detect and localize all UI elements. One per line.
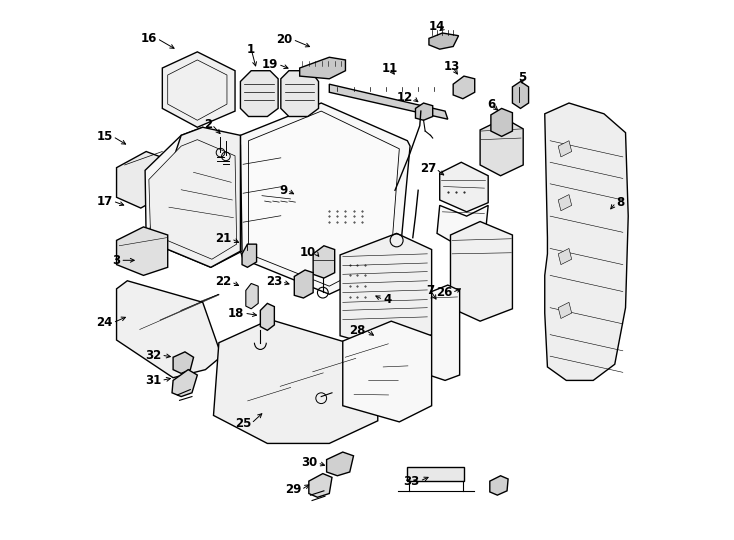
Polygon shape	[343, 321, 432, 422]
Text: 6: 6	[487, 98, 495, 111]
Polygon shape	[149, 140, 236, 259]
Polygon shape	[294, 270, 313, 298]
Polygon shape	[167, 60, 227, 120]
Text: 24: 24	[96, 316, 113, 329]
Text: 2: 2	[204, 118, 212, 131]
Polygon shape	[249, 111, 399, 286]
Text: 25: 25	[235, 417, 251, 430]
Text: 1: 1	[247, 43, 255, 56]
Text: 21: 21	[215, 232, 231, 245]
Text: 14: 14	[429, 20, 445, 33]
Polygon shape	[558, 302, 572, 319]
Polygon shape	[281, 71, 319, 117]
Polygon shape	[146, 127, 241, 267]
Text: 17: 17	[97, 194, 113, 207]
Text: 31: 31	[145, 374, 161, 387]
Polygon shape	[117, 227, 167, 275]
Polygon shape	[162, 52, 235, 127]
Polygon shape	[117, 281, 222, 377]
Polygon shape	[451, 221, 512, 321]
Text: 10: 10	[299, 246, 316, 259]
Polygon shape	[330, 84, 448, 119]
Polygon shape	[437, 205, 488, 246]
Polygon shape	[453, 76, 475, 99]
Text: 15: 15	[96, 130, 113, 143]
Polygon shape	[172, 370, 197, 396]
Text: 9: 9	[279, 184, 287, 197]
Text: 8: 8	[616, 196, 624, 209]
Text: 26: 26	[436, 286, 452, 299]
Polygon shape	[309, 474, 332, 497]
Text: 5: 5	[518, 71, 526, 84]
Text: 4: 4	[383, 293, 391, 306]
Polygon shape	[429, 33, 459, 49]
Polygon shape	[558, 194, 572, 211]
Text: 3: 3	[112, 254, 120, 267]
Polygon shape	[246, 284, 258, 309]
Polygon shape	[490, 476, 508, 495]
Text: 18: 18	[228, 307, 244, 320]
Polygon shape	[545, 103, 628, 380]
Polygon shape	[480, 118, 523, 176]
Text: 11: 11	[382, 62, 398, 75]
Polygon shape	[415, 103, 433, 120]
Polygon shape	[214, 320, 378, 443]
Text: 32: 32	[145, 349, 161, 362]
Text: 30: 30	[301, 456, 317, 469]
Text: 27: 27	[420, 162, 436, 176]
Polygon shape	[313, 246, 335, 278]
Text: 13: 13	[444, 60, 460, 73]
Polygon shape	[429, 285, 459, 380]
Polygon shape	[558, 248, 572, 265]
Polygon shape	[491, 109, 512, 137]
Polygon shape	[407, 467, 464, 481]
Text: 19: 19	[262, 58, 278, 71]
Text: 20: 20	[277, 33, 293, 46]
Text: 22: 22	[215, 275, 231, 288]
Polygon shape	[340, 233, 432, 352]
Polygon shape	[512, 82, 528, 109]
Polygon shape	[241, 103, 410, 294]
Polygon shape	[327, 452, 354, 476]
Polygon shape	[299, 57, 346, 79]
Polygon shape	[173, 352, 194, 374]
Text: 16: 16	[141, 32, 157, 45]
Polygon shape	[261, 303, 275, 330]
Polygon shape	[117, 152, 167, 208]
Text: 28: 28	[349, 324, 366, 337]
Text: 12: 12	[396, 91, 413, 104]
Polygon shape	[558, 141, 572, 157]
Polygon shape	[440, 163, 488, 212]
Text: 33: 33	[404, 475, 420, 488]
Text: 29: 29	[285, 483, 301, 496]
Polygon shape	[242, 244, 257, 267]
Text: 7: 7	[426, 284, 435, 297]
Text: 23: 23	[266, 275, 282, 288]
Polygon shape	[241, 71, 278, 117]
Polygon shape	[145, 127, 242, 267]
